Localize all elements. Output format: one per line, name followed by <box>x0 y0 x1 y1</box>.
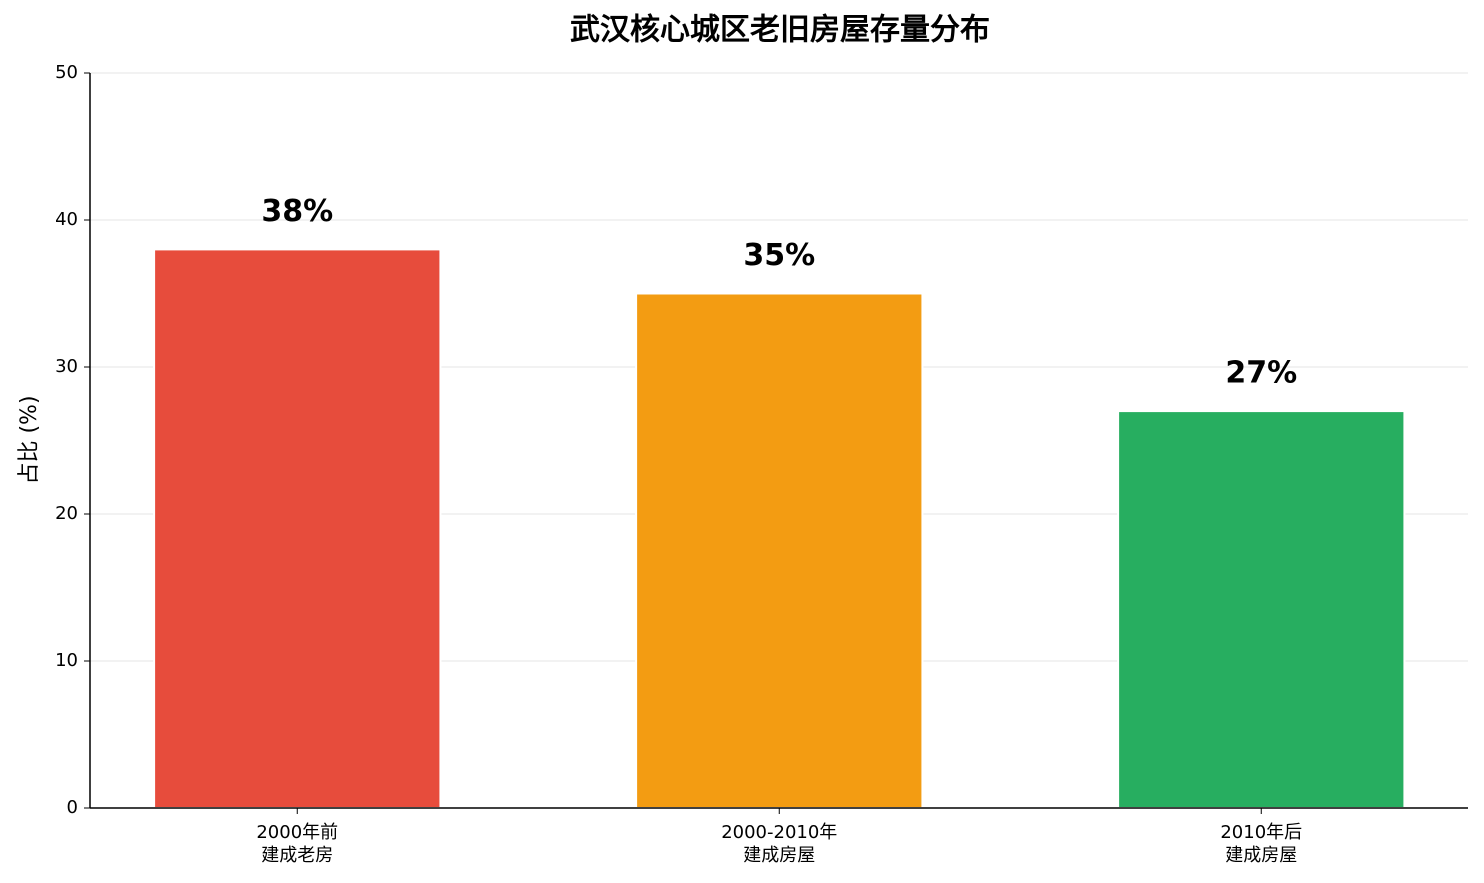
x-tick-label: 2000年前建成老房 <box>256 822 338 866</box>
y-tick-label: 30 <box>55 356 78 377</box>
value-label: 38% <box>261 194 333 229</box>
value-label: 35% <box>743 238 815 273</box>
y-tick-label: 0 <box>67 797 78 818</box>
x-tick-label: 2000-2010年建成房屋 <box>721 822 837 866</box>
y-tick-label: 50 <box>55 62 78 83</box>
chart-title: 武汉核心城区老旧房屋存量分布 <box>570 13 990 48</box>
value-label: 27% <box>1225 356 1297 391</box>
y-axis-label: 占比 (%) <box>17 395 42 484</box>
y-tick-label: 20 <box>55 503 78 524</box>
y-tick-label: 10 <box>55 650 78 671</box>
x-tick-label: 2010年后建成房屋 <box>1220 822 1302 866</box>
bar <box>635 292 924 809</box>
bar <box>153 248 442 809</box>
y-tick-label: 40 <box>55 209 78 230</box>
bar <box>1117 410 1406 809</box>
